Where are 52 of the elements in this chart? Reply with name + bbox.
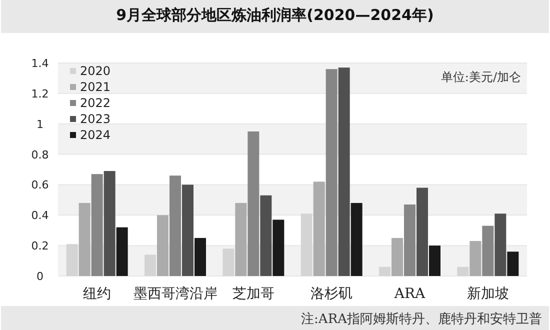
bar (116, 227, 128, 276)
y-tick-label: 1.2 (31, 87, 49, 100)
bar (326, 69, 338, 276)
x-tick-label: 洛杉矶 (310, 286, 353, 302)
bar (338, 68, 350, 276)
annotation: 单位:美元/加仑 (440, 70, 521, 84)
bar (313, 182, 325, 276)
bar (170, 176, 181, 276)
x-tick-label: 芝加哥 (232, 286, 274, 302)
bar (482, 226, 494, 276)
y-tick-label: 0.2 (31, 240, 49, 253)
bar (494, 214, 506, 276)
x-tick-label: ARA (393, 286, 426, 302)
x-tick-label: 墨西哥湾沿岸 (133, 286, 218, 302)
bar (300, 214, 312, 276)
bar (194, 238, 206, 276)
legend-label: 2021 (80, 80, 111, 94)
bar (507, 252, 519, 276)
y-tick-label: 1.4 (31, 57, 49, 70)
legend-label: 2024 (80, 128, 111, 142)
bar (350, 202, 362, 276)
bar (78, 202, 90, 276)
bar (272, 220, 284, 276)
bar (144, 254, 156, 276)
bar (404, 204, 416, 276)
x-tick-label: 新加坡 (466, 286, 509, 302)
x-tick-label: 纽约 (83, 286, 112, 302)
bar (429, 246, 440, 276)
bar (416, 188, 428, 276)
bar (248, 131, 260, 276)
bar (182, 184, 194, 276)
y-tick-label: 0.6 (31, 178, 49, 192)
y-tick-label: 0.4 (31, 209, 49, 222)
text: 注:ARA指阿姆斯特丹、鹿特丹和安特卫普 (301, 311, 542, 327)
y-tick-label: 0.8 (31, 148, 49, 162)
legend-label: 2022 (80, 96, 111, 110)
y-tick-label: 1 (36, 118, 44, 131)
legend-label: 2023 (80, 112, 111, 126)
bar (104, 171, 116, 276)
bar (260, 195, 272, 276)
bar (91, 174, 103, 276)
y-tick-label: 0 (36, 270, 44, 283)
bar (157, 215, 168, 276)
bar (392, 238, 403, 276)
chart-title: 9月全球部分地区炼油利润率(2020—2024年) (116, 6, 434, 24)
bar (470, 241, 482, 276)
bar (235, 202, 247, 276)
legend-label: 2020 (80, 64, 111, 78)
bar (379, 266, 390, 276)
bar (222, 248, 234, 276)
bar (66, 244, 78, 276)
bar (457, 266, 469, 276)
